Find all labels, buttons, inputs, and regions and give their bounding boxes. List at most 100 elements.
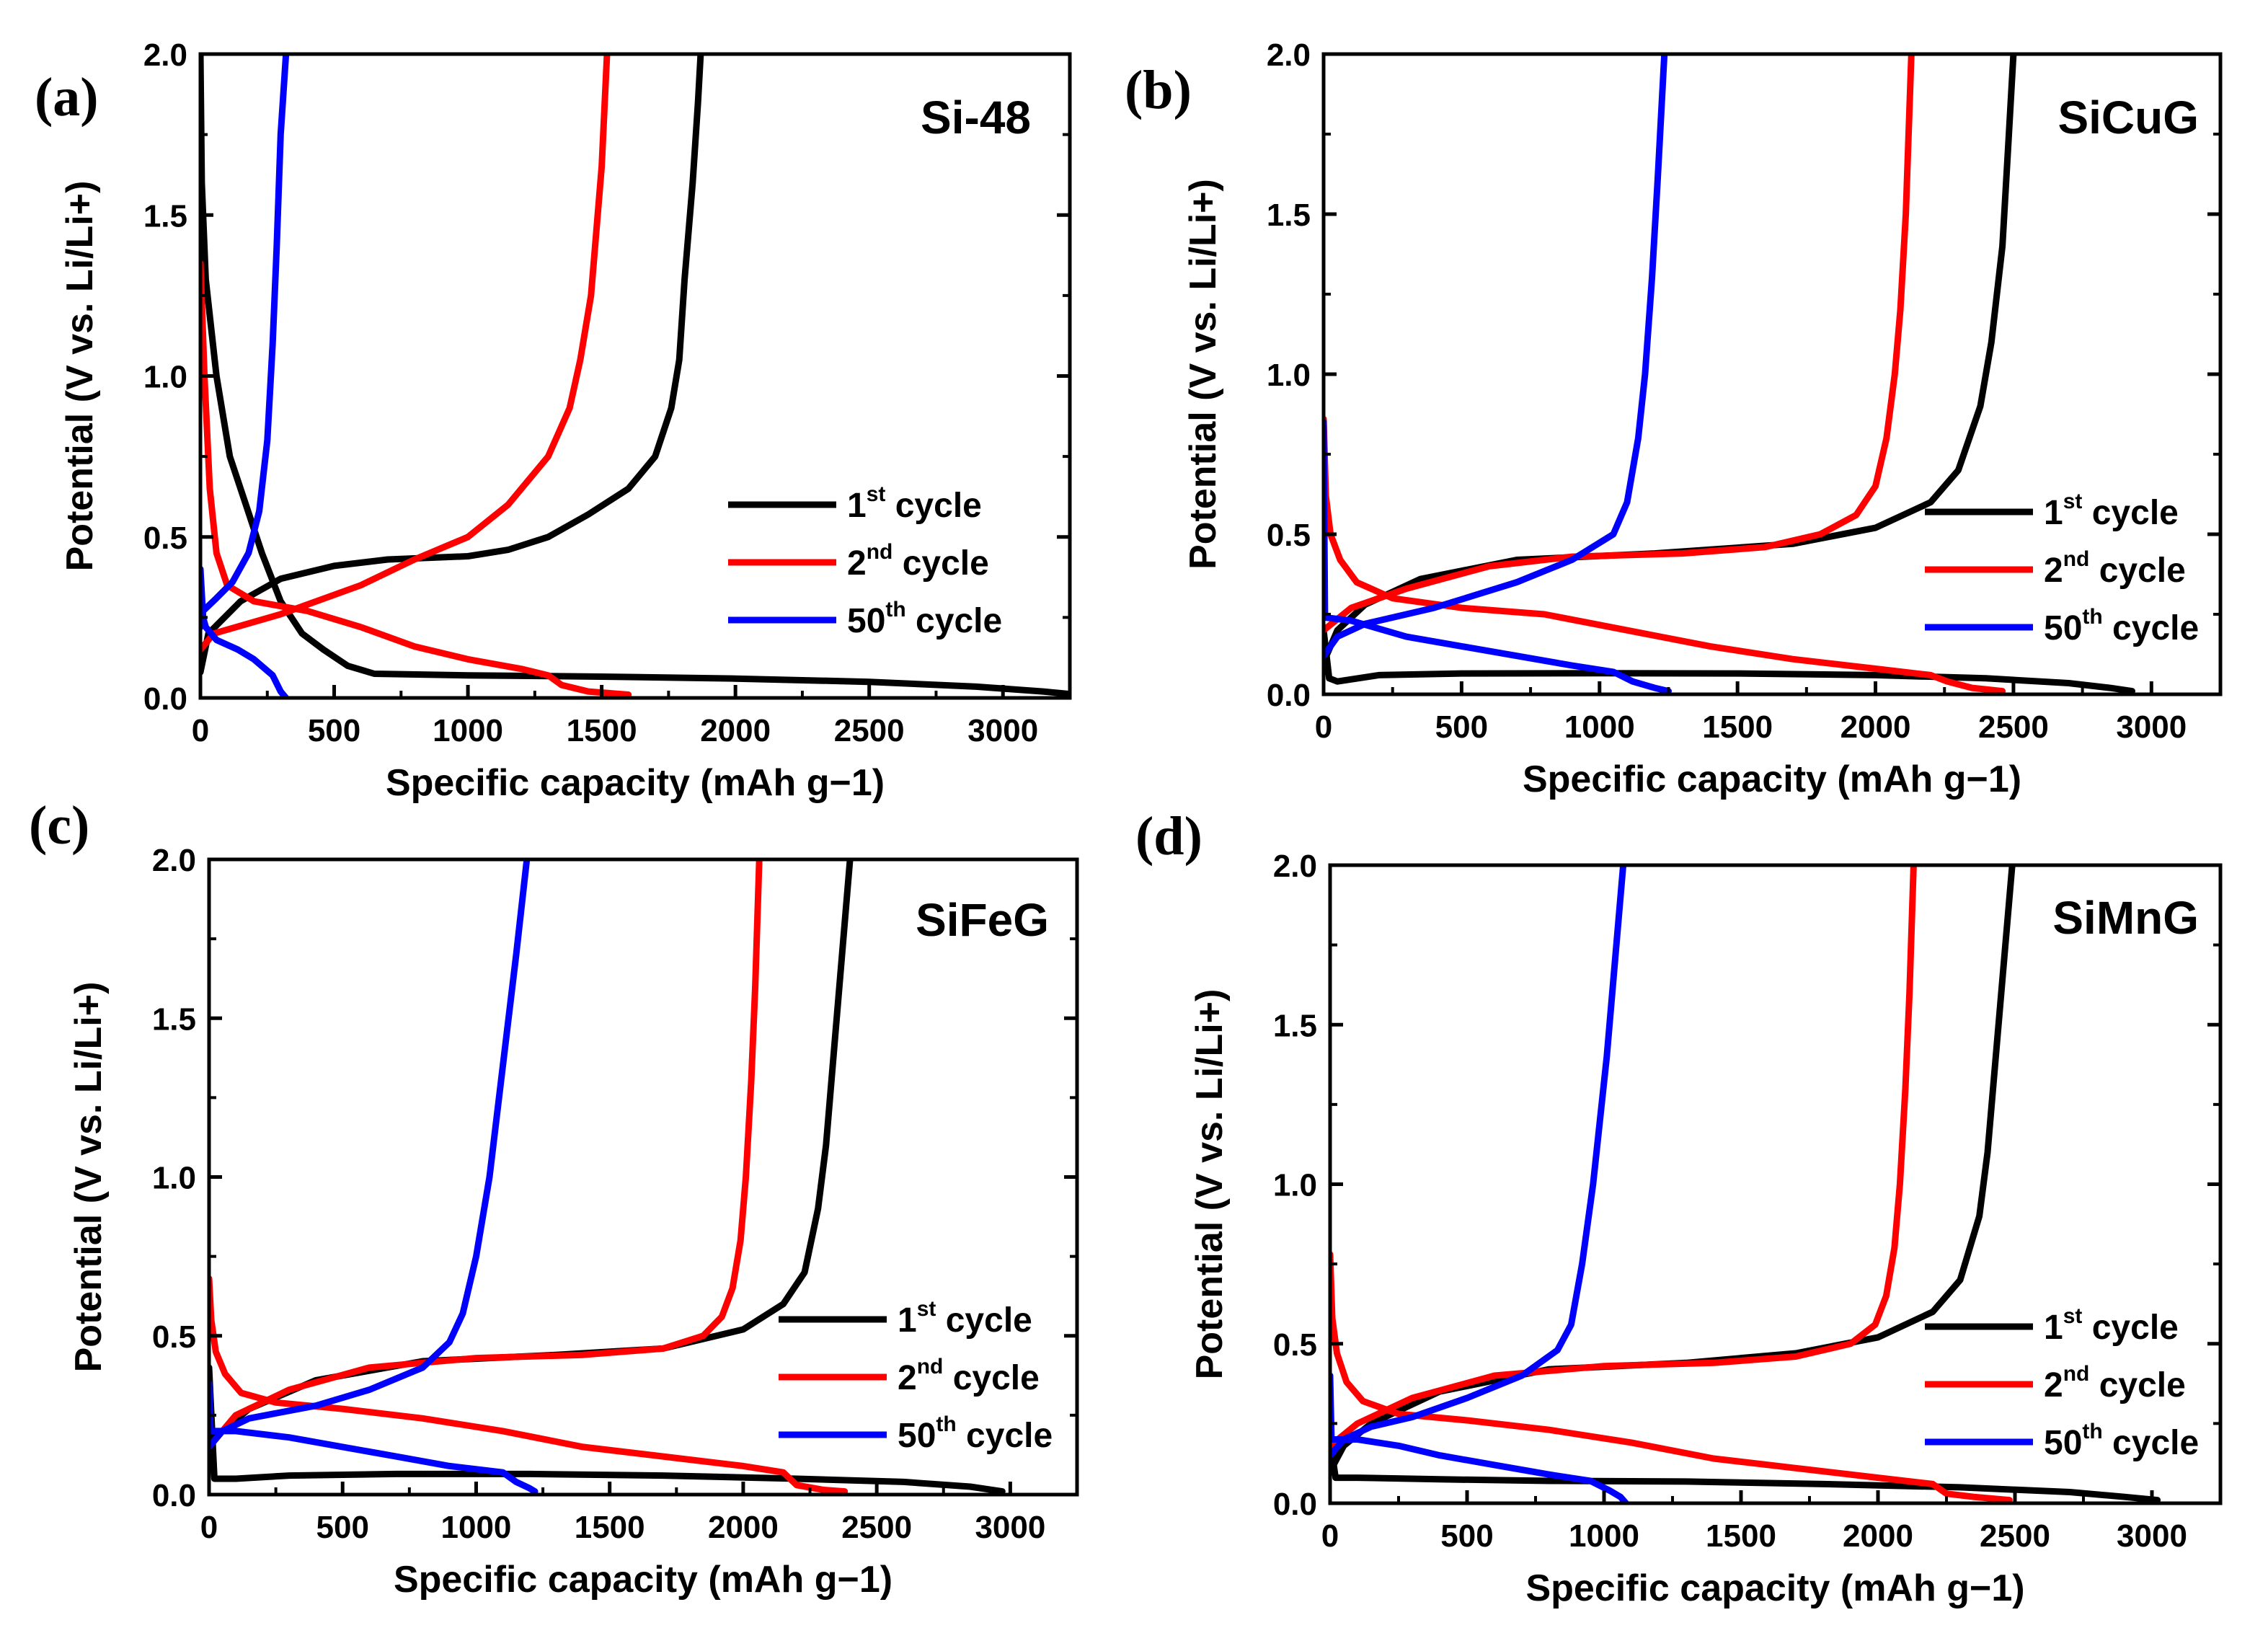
x-tick-label: 2500	[834, 713, 905, 748]
x-tick-label: 2000	[1843, 1518, 1913, 1554]
series-group	[200, 54, 1070, 698]
x-tick-label: 3000	[967, 713, 1038, 748]
y-axis-title: Potential (V vs. Li/Li+)	[1189, 989, 1231, 1380]
panel-b: (b) SiCuG 0 500 1000 1500 2000 2500 3000 0.0 0.5…	[1125, 37, 2223, 800]
panel-letter: (d)	[1135, 806, 1202, 867]
series-group	[1330, 865, 2161, 1503]
x-tick-label: 1000	[1569, 1518, 1639, 1554]
legend-label: 2nd cycle	[898, 1355, 1040, 1397]
x-tick-label: 500	[1435, 709, 1488, 745]
x-tick-label: 1500	[575, 1510, 645, 1545]
x-tick-label: 500	[316, 1510, 369, 1545]
x-tick-label: 2500	[1978, 709, 2049, 745]
y-tick-label: 1.0	[1267, 358, 1311, 393]
legend-label: 1st cycle	[2044, 1304, 2179, 1347]
y-tick-label: 0.5	[1273, 1327, 1317, 1363]
x-tick-label: 3000	[2116, 709, 2187, 745]
x-tick-label: 2500	[841, 1510, 912, 1545]
plot-area: 0 500 1000 1500 2000 2500 3000 0.0 0.5 1.0 1.5 2.0 S…	[1182, 37, 2223, 800]
series-group	[1324, 54, 2135, 694]
legend-label: 2nd cycle	[847, 540, 989, 583]
series-line-discharge	[200, 54, 1070, 698]
y-axis-title: Potential (V vs. Li/Li+)	[59, 181, 101, 572]
x-tick-label: 0	[1315, 709, 1332, 745]
legend: 1st cycle 2nd cycle 50th cycle	[779, 1297, 1053, 1455]
panel-letter: (a)	[35, 67, 99, 128]
y-tick-label: 0.0	[1273, 1487, 1317, 1522]
legend-label: 2nd cycle	[2044, 1362, 2186, 1404]
x-tick-label: 1000	[441, 1510, 512, 1545]
y-tick-label: 1.5	[1273, 1008, 1317, 1043]
x-tick-label: 0	[1321, 1518, 1339, 1554]
y-tick-label: 1.0	[1273, 1168, 1317, 1203]
legend: 1st cycle 2nd cycle 50th cycle	[1925, 1304, 2199, 1462]
x-axis-title: Specific capacity (mAh g−1)	[1525, 1567, 2024, 1609]
legend-label: 1st cycle	[898, 1297, 1032, 1340]
legend-label: 50th cycle	[898, 1412, 1053, 1455]
series-line-charge	[209, 859, 763, 1451]
series-line-charge	[200, 54, 704, 676]
x-tick-label: 0	[200, 1510, 218, 1545]
plot-area: 0 500 1000 1500 2000 2500 3000 0.0 0.5 1.0 1.5 2.0 S…	[1189, 849, 2223, 1609]
sample-name: SiCuG	[2057, 92, 2199, 143]
series-group	[209, 859, 1006, 1495]
x-tick-label: 2000	[1840, 709, 1911, 745]
legend: 1st cycle 2nd cycle 50th cycle	[1925, 490, 2199, 647]
series-line-charge	[1324, 54, 1915, 634]
series-line-discharge	[200, 260, 632, 698]
series-line-charge	[1324, 54, 1668, 660]
x-tick-label: 2000	[700, 713, 771, 748]
series-line-charge	[200, 54, 611, 653]
sample-name: SiMnG	[2052, 892, 2199, 944]
legend-label: 50th cycle	[2044, 1420, 2199, 1462]
y-tick-label: 0.0	[1267, 678, 1311, 713]
series-line-charge	[1330, 865, 1627, 1459]
series-line-charge	[1330, 865, 1917, 1449]
y-tick-label: 0.0	[143, 681, 187, 717]
panel-d: (d) SiMnG 0 500 1000 1500 2000 2500 3000 0.0 0.5…	[1135, 806, 2223, 1609]
y-tick-label: 1.5	[143, 198, 187, 234]
y-axis-title: Potential (V vs. Li/Li+)	[1182, 179, 1224, 570]
x-tick-label: 1500	[1702, 709, 1773, 745]
x-axis-title: Specific capacity (mAh g−1)	[1523, 758, 2021, 800]
y-tick-label: 1.5	[1267, 198, 1311, 233]
y-tick-label: 1.5	[152, 1001, 196, 1037]
x-tick-label: 0	[192, 713, 209, 748]
y-tick-label: 0.5	[152, 1319, 196, 1355]
legend-label: 50th cycle	[2044, 605, 2199, 647]
legend-label: 2nd cycle	[2044, 547, 2186, 590]
legend-label: 50th cycle	[847, 598, 1002, 640]
series-line-discharge	[1330, 1436, 2161, 1503]
panel-letter: (c)	[29, 795, 89, 856]
series-line-discharge	[1330, 1251, 2013, 1503]
plot-area: 0 500 1000 1500 2000 2500 3000 0.0 0.5 1.0 1.5 2.0 S…	[68, 843, 1079, 1601]
x-tick-label: 500	[308, 713, 360, 748]
series-line-discharge	[209, 1364, 1006, 1495]
x-tick-label: 1000	[433, 713, 503, 748]
y-tick-label: 0.0	[152, 1478, 196, 1513]
y-tick-label: 2.0	[1273, 849, 1317, 884]
y-tick-label: 0.5	[1267, 518, 1311, 553]
sample-name: SiFeG	[916, 894, 1049, 946]
panel-c: (c) SiFeG 0 500 1000 1500 2000 2500 3000 0.0 0.5…	[29, 795, 1079, 1601]
x-tick-label: 3000	[975, 1510, 1045, 1545]
series-line-discharge	[209, 1275, 849, 1495]
y-tick-label: 1.0	[152, 1161, 196, 1196]
legend-label: 1st cycle	[2044, 490, 2179, 532]
x-tick-label: 3000	[2117, 1518, 2187, 1554]
legend: 1st cycle 2nd cycle 50th cycle	[728, 482, 1002, 640]
y-tick-label: 2.0	[152, 843, 196, 878]
panel-a: (a) Si-48 0 500 1000 1500 2000 2500 3000 0.0 0.5…	[35, 37, 1072, 804]
series-line-charge	[200, 54, 290, 631]
series-line-discharge	[1324, 627, 2135, 694]
y-tick-label: 2.0	[143, 37, 187, 73]
y-axis-title: Potential (V vs. Li/Li+)	[68, 982, 110, 1373]
x-tick-label: 500	[1440, 1518, 1493, 1554]
legend-label: 1st cycle	[847, 482, 982, 525]
series-line-discharge	[1324, 419, 1672, 694]
y-tick-label: 0.5	[143, 521, 187, 556]
panel-letter: (b)	[1125, 60, 1192, 120]
x-tick-label: 1500	[1706, 1518, 1776, 1554]
x-tick-label: 2500	[1980, 1518, 2050, 1554]
